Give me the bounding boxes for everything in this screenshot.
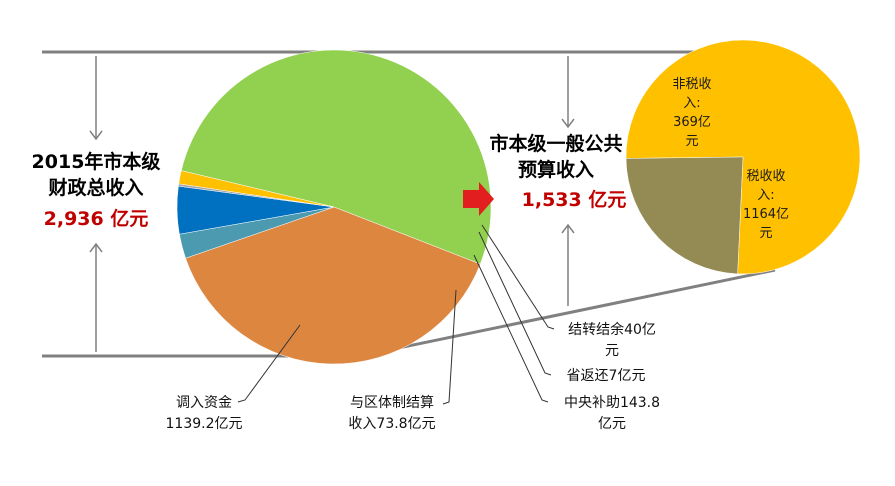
label-quti-2: 收入73.8亿元: [348, 416, 435, 432]
red-arrow: [463, 182, 494, 216]
leader-tiaoru: [237, 324, 301, 403]
label-quti-1: 与区体制结算: [350, 395, 434, 411]
total-heading-line1: 2015年市本级: [32, 150, 161, 173]
pie-slice-jiezhuan: [178, 170, 335, 208]
total-heading-line2: 财政总收入: [48, 176, 143, 199]
main-pie: [176, 49, 492, 365]
leader-shengfan: [478, 231, 552, 376]
detail-pie: [625, 39, 861, 275]
leader-lines: [237, 224, 555, 405]
label-shengfan: 省返还7亿元: [567, 368, 646, 384]
label-shui-4: 元: [759, 226, 772, 241]
budget-arrow-down: [561, 223, 575, 306]
pie-slice-feishui: [625, 156, 744, 275]
budget-arrow-up: [561, 56, 575, 129]
label-jiezhuan-1: 结转结余40亿: [568, 321, 656, 338]
total-arrow-up: [89, 56, 103, 141]
guide-line-diagonal: [359, 268, 776, 358]
leader-quti: [442, 289, 457, 405]
label-tiaoru-2: 1139.2亿元: [166, 416, 243, 432]
pie-slice-budget: [180, 49, 492, 265]
label-feishui-3: 369亿: [673, 115, 711, 130]
budget-heading-line2: 预算收入: [518, 158, 594, 181]
label-shui-1: 税收收: [746, 169, 785, 184]
total-amount: 2,936 亿元: [44, 207, 149, 230]
label-feishui-1: 非税收: [672, 77, 711, 92]
label-shui-2: 入:: [757, 188, 774, 203]
budget-heading-line1: 市本级一般公共: [489, 132, 622, 155]
total-arrow-down: [89, 242, 103, 352]
leader-jiezhuan: [481, 224, 555, 330]
label-shui-3: 1164亿: [743, 207, 789, 222]
label-feishui-2: 入:: [683, 96, 700, 111]
label-zhongyang-2: 亿元: [598, 416, 626, 432]
label-tiaoru-1: 调入资金: [176, 395, 232, 411]
budget-amount: 1,533 亿元: [522, 188, 627, 211]
leader-zhongyang: [473, 254, 549, 403]
label-feishui-4: 元: [685, 134, 698, 149]
label-jiezhuan-2: 元: [605, 343, 619, 359]
label-zhongyang-1: 中央补助143.8: [564, 395, 660, 411]
